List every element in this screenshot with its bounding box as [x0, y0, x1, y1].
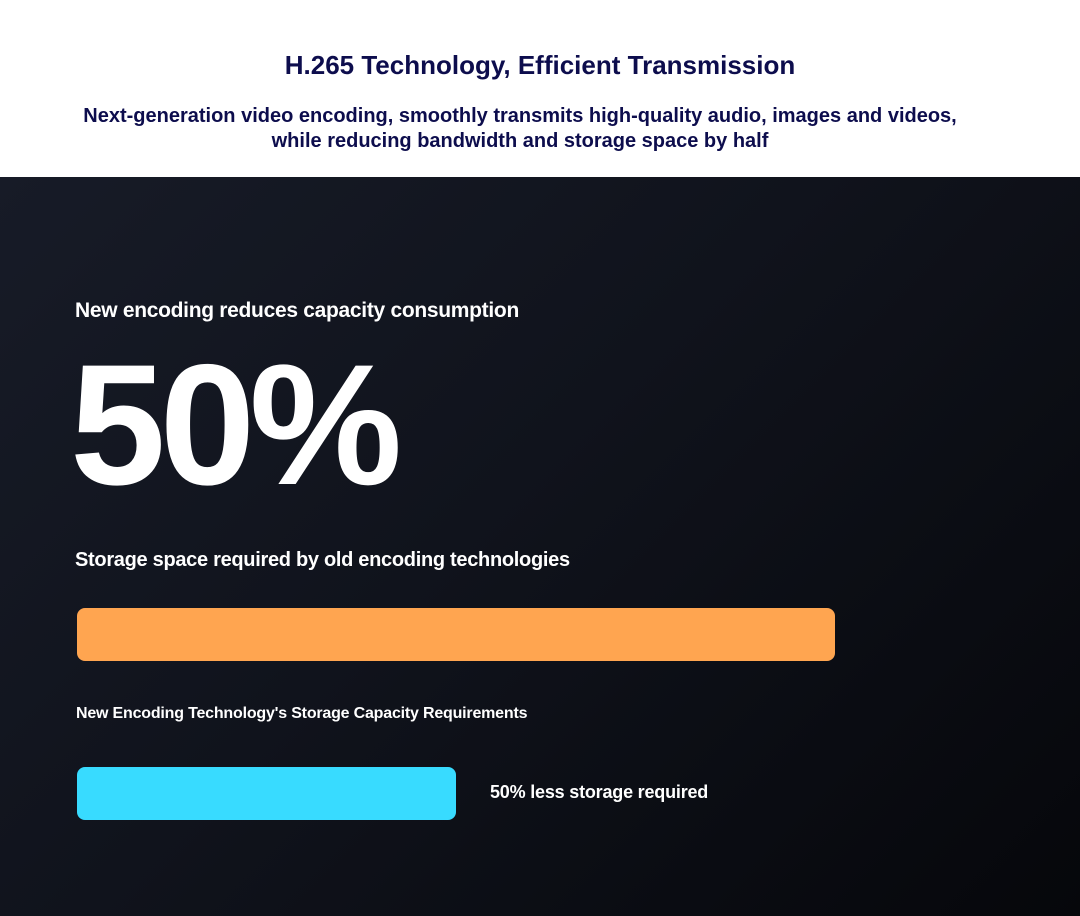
savings-note: 50% less storage required — [490, 782, 709, 802]
old-encoding-bar — [77, 608, 835, 661]
header-section: H.265 Technology, Efficient Transmission… — [0, 0, 1080, 177]
page-title: H.265 Technology, Efficient Transmission — [284, 50, 796, 80]
comparison-section: New encoding reduces capacity consumptio… — [0, 177, 1080, 916]
section-heading: New encoding reduces capacity consumptio… — [75, 299, 519, 322]
new-encoding-label: New Encoding Technology's Storage Capaci… — [76, 705, 528, 722]
new-encoding-bar — [77, 767, 456, 820]
big-percentage: 50% — [70, 329, 402, 521]
old-encoding-label: Storage space required by old encoding t… — [75, 549, 570, 571]
page-subtitle: Next-generation video encoding, smoothly… — [83, 105, 957, 152]
